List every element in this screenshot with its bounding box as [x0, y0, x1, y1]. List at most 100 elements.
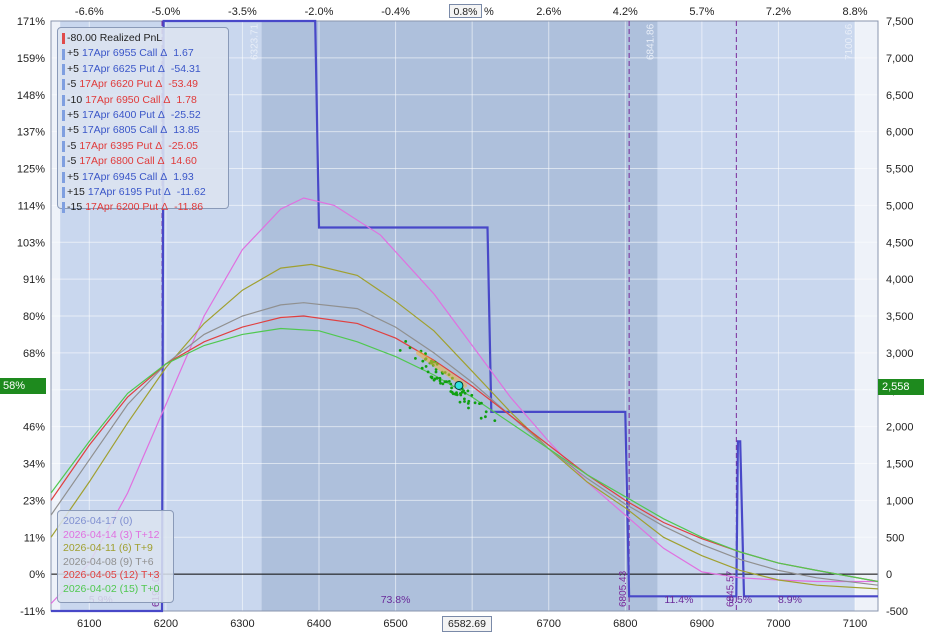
scatter-points — [398, 340, 497, 422]
scatter-point — [484, 410, 488, 414]
x-tick-label: 6500 — [383, 618, 407, 630]
right-tick-label: -500 — [886, 606, 908, 618]
left-tick-label: 91% — [23, 274, 45, 286]
position-row[interactable]: +5 17Apr 6945 Call Δ 1.93 — [62, 170, 228, 185]
position-swatch — [62, 48, 65, 60]
position-desc: 17Apr 6945 Call Δ — [81, 170, 168, 183]
left-tick-label: 114% — [18, 200, 46, 212]
top-tick-label: 8.8% — [842, 6, 867, 18]
position-delta: 14.60 — [170, 155, 197, 168]
date-legend-row[interactable]: 2026-04-11 (6) T+9 — [63, 542, 153, 554]
scatter-point — [463, 391, 467, 395]
right-axis-current-badge: 2,558 — [878, 379, 924, 395]
scatter-point — [450, 386, 453, 390]
position-row[interactable]: -10 17Apr 6950 Call Δ 1.78 — [62, 93, 228, 108]
x-tick-label: 6300 — [230, 618, 254, 630]
left-tick-label: 137% — [17, 127, 45, 139]
realized-pnl-label: -80.00 Realized PnL — [67, 32, 163, 44]
date-legend-row[interactable]: 2026-04-17 (0) — [63, 515, 133, 527]
scatter-point — [473, 401, 477, 405]
scatter-point — [467, 406, 470, 410]
top-tick-label: 4.2% — [613, 6, 638, 18]
scatter-point — [449, 390, 453, 393]
x-tick-label: 7000 — [766, 618, 790, 630]
position-delta: 13.85 — [173, 124, 200, 137]
right-tick-label: 1,000 — [886, 495, 914, 507]
position-swatch — [62, 171, 65, 183]
scatter-point — [447, 380, 451, 383]
x-tick-label: 6900 — [690, 618, 714, 630]
x-tick-label: 6700 — [536, 618, 560, 630]
position-row[interactable]: +5 17Apr 6400 Put Δ -25.52 — [62, 108, 228, 123]
x-tick-label: 7100 — [843, 618, 867, 630]
position-row[interactable]: +5 17Apr 6805 Call Δ 13.85 — [62, 123, 228, 138]
dates-legend[interactable]: 2026-04-17 (0) 2026-04-14 (3) T+12 2026-04… — [57, 510, 174, 603]
left-tick-label: 171% — [17, 16, 45, 28]
scatter-point — [479, 416, 483, 420]
date-legend-row[interactable]: 2026-04-02 (15) T+0 — [63, 582, 160, 595]
position-desc: 17Apr 6400 Put Δ — [81, 108, 165, 121]
series-line-5 — [50, 327, 879, 583]
scatter-point — [435, 376, 439, 380]
scatter-point — [441, 382, 445, 386]
left-tick-label: 23% — [23, 495, 45, 507]
position-delta: -11.86 — [174, 201, 204, 214]
position-row[interactable]: +5 17Apr 6955 Call Δ 1.67 — [62, 46, 228, 61]
series-line-1 — [50, 197, 878, 605]
series-lines — [50, 19, 879, 613]
position-desc: 17Apr 6805 Call Δ — [81, 124, 168, 137]
position-qty: -5 — [67, 78, 77, 91]
right-tick-label: 3,000 — [886, 348, 914, 360]
position-swatch — [62, 202, 65, 214]
current-price-badge: 6582.69 — [442, 616, 492, 632]
date-legend-row[interactable]: 2026-04-08 (9) T+6 — [63, 555, 154, 568]
scatter-point — [462, 389, 465, 393]
scatter-point — [493, 419, 497, 422]
position-row[interactable]: -15 17Apr 6200 Put Δ -11.86 — [62, 200, 228, 215]
scatter-point — [449, 382, 453, 386]
position-swatch — [62, 156, 65, 168]
scatter-point — [466, 389, 470, 393]
scatter-point — [455, 391, 458, 395]
position-desc: 17Apr 6950 Call Δ — [85, 93, 171, 106]
left-tick-label: 103% — [17, 237, 45, 249]
position-swatch — [62, 187, 65, 199]
position-row[interactable]: +5 17Apr 6625 Put Δ -54.31 — [62, 62, 228, 77]
position-qty: -5 — [67, 139, 77, 152]
right-tick-label: 7,000 — [886, 53, 914, 65]
date-legend-row[interactable]: 2026-04-05 (12) T+3 — [63, 569, 160, 581]
scatter-point — [438, 379, 442, 383]
scatter-point — [421, 359, 425, 363]
current-price-marker — [454, 380, 464, 390]
series-line-3 — [50, 302, 879, 586]
position-row[interactable]: -5 17Apr 6620 Put Δ -53.49 — [62, 77, 228, 92]
position-delta: -25.52 — [170, 108, 201, 121]
position-desc: 17Apr 6955 Call Δ — [81, 47, 168, 60]
axis-labels: 6100620063006400650066006700680069007000… — [17, 6, 914, 630]
scatter-point — [414, 357, 417, 360]
date-legend-row[interactable]: 2026-04-14 (3) T+12 — [63, 528, 160, 541]
position-swatch — [62, 79, 65, 91]
position-swatch — [62, 125, 65, 137]
scatter-point — [484, 415, 487, 419]
position-desc: 17Apr 6200 Put Δ — [85, 201, 169, 214]
scatter-point — [426, 370, 430, 374]
band-edge-label-2: 7100.66 — [844, 23, 855, 60]
scatter-point — [463, 400, 466, 403]
price-path-highlight — [416, 350, 467, 388]
x-tick-label: 6100 — [77, 618, 101, 630]
left-tick-label: -11% — [20, 606, 45, 618]
probability-label-4: 8.9% — [778, 594, 802, 606]
position-qty: +5 — [67, 170, 79, 183]
probability-label-3: 9.5% — [728, 594, 752, 606]
left-tick-label: 11% — [24, 532, 45, 544]
position-row[interactable]: -5 17Apr 6395 Put Δ -25.05 — [62, 139, 228, 154]
position-delta: -25.05 — [168, 139, 199, 152]
scatter-point — [466, 402, 470, 405]
position-qty: -5 — [67, 155, 77, 168]
right-tick-label: 2,000 — [886, 422, 914, 434]
position-row[interactable]: -5 17Apr 6800 Call Δ 14.60 — [62, 154, 228, 169]
position-row[interactable]: +15 17Apr 6195 Put Δ -11.62 — [62, 185, 228, 200]
